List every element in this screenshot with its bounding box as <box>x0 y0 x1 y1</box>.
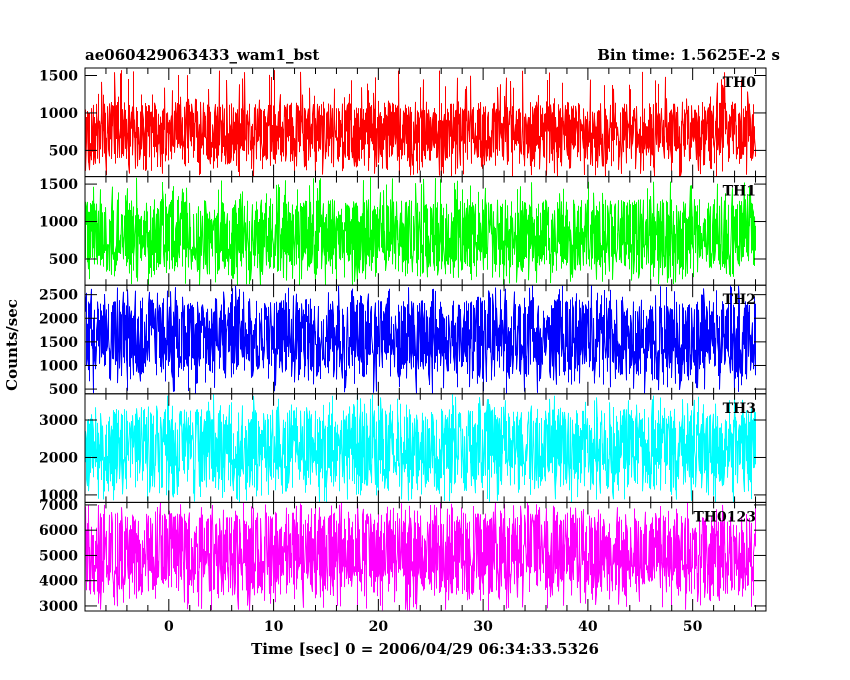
x-tick-label: 10 <box>264 619 284 635</box>
y-tick-label-th0: 500 <box>49 143 78 159</box>
x-axis-title: Time [sec] 0 = 2006/04/29 06:34:33.5326 <box>251 640 599 658</box>
y-tick-label-th2: 500 <box>49 382 78 398</box>
series-line-th1 <box>85 177 756 286</box>
series-line-th0123 <box>85 502 756 611</box>
y-tick-label-th1: 1500 <box>39 177 78 193</box>
y-tick-label-th2: 1000 <box>39 358 78 374</box>
x-tick-label: 30 <box>473 619 493 635</box>
series-line-th3 <box>85 393 756 503</box>
y-tick-label-th0123: 3000 <box>39 599 78 615</box>
x-tick-label: 0 <box>164 619 174 635</box>
chart-title: ae060429063433_wam1_bst <box>85 46 319 64</box>
y-tick-label-th0: 1500 <box>39 68 78 84</box>
panel-label-th2: TH2 <box>723 292 756 308</box>
x-tick-label: 20 <box>369 619 389 635</box>
y-tick-label-th0123: 7000 <box>39 498 78 514</box>
y-tick-label-th0: 1000 <box>39 106 78 122</box>
y-tick-label-th2: 1500 <box>39 335 78 351</box>
x-tick-label: 40 <box>578 619 598 635</box>
y-tick-label-th2: 2000 <box>39 311 78 327</box>
y-tick-label-th0123: 5000 <box>39 548 78 564</box>
y-tick-label-th2: 2500 <box>39 288 78 304</box>
y-tick-label-th1: 1000 <box>39 215 78 231</box>
y-axis-title: Counts/sec <box>3 299 21 391</box>
panel-label-th0123: TH0123 <box>693 509 756 525</box>
y-tick-label-th3: 3000 <box>39 413 78 429</box>
x-tick-label: 50 <box>683 619 703 635</box>
series-line-th0 <box>85 70 756 177</box>
panel-label-th0: TH0 <box>723 75 757 91</box>
y-tick-label-th1: 500 <box>49 252 78 268</box>
panel-label-th1: TH1 <box>723 184 756 200</box>
series-line-th2 <box>85 285 756 394</box>
y-tick-label-th0123: 6000 <box>39 523 78 539</box>
panel-frame-th0123 <box>84 501 767 612</box>
panel-label-th3: TH3 <box>723 401 756 417</box>
chart-subtitle: Bin time: 1.5625E-2 s <box>597 46 780 64</box>
y-tick-label-th3: 1000 <box>39 488 78 504</box>
y-tick-label-th0123: 4000 <box>39 574 78 590</box>
y-tick-label-th3: 2000 <box>39 450 78 466</box>
